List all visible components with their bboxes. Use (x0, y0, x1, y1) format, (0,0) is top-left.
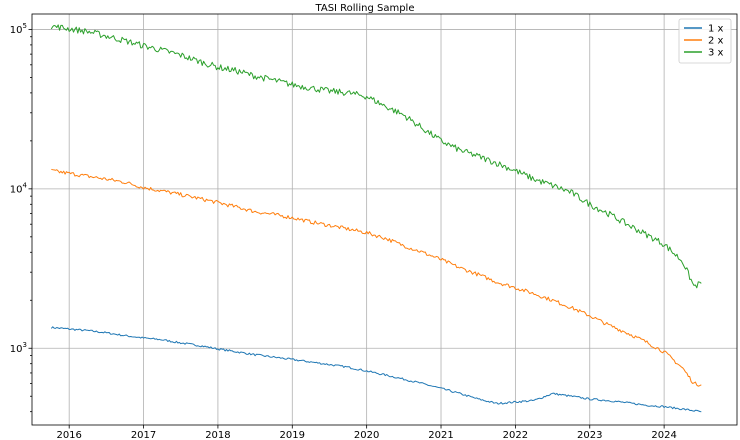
y-tick-exponent: 5 (23, 22, 27, 30)
x-tick-label: 2018 (205, 430, 230, 440)
y-tick-base: 10 (10, 184, 23, 195)
legend-label: 2 x (708, 36, 724, 47)
legend-label: 3 x (708, 48, 724, 59)
y-tick-label: 104 (10, 181, 28, 195)
x-tick-label: 2020 (354, 430, 379, 440)
x-tick-label: 2016 (56, 430, 81, 440)
y-tick-exponent: 3 (23, 341, 27, 349)
x-tick-label: 2022 (503, 430, 528, 440)
y-tick-base: 10 (10, 344, 23, 355)
x-tick-label: 2017 (131, 430, 156, 440)
series-lines (50, 24, 702, 413)
series-line-3x (50, 24, 702, 289)
y-tick-label: 105 (10, 22, 27, 36)
x-tick-label: 2021 (428, 430, 453, 440)
legend: 1 x2 x3 x (678, 18, 732, 64)
series-line-2x (51, 168, 702, 387)
chart-title: TASI Rolling Sample (315, 3, 415, 14)
y-tick-exponent: 4 (23, 181, 28, 189)
x-tick-label: 2024 (651, 430, 676, 440)
x-axis: 2016 2017 2018 2019 2020 2021 2022 2023 2024 (56, 425, 677, 440)
grid (32, 14, 737, 425)
x-tick-label: 2019 (280, 430, 305, 440)
legend-label: 1 x (708, 24, 724, 35)
y-tick-label: 103 (10, 341, 27, 355)
y-tick-base: 10 (10, 25, 23, 36)
x-tick-label: 2023 (577, 430, 602, 440)
plot-frame (31, 13, 738, 426)
series-line-1x (50, 326, 702, 413)
